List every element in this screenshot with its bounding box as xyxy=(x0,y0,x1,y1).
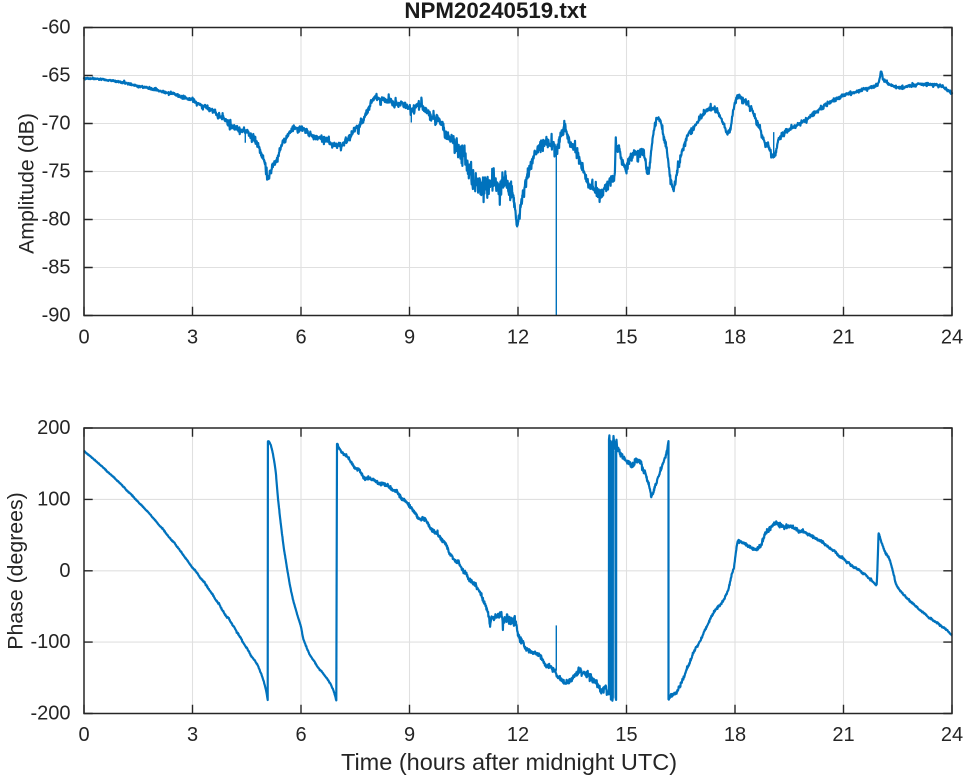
svg-text:-200: -200 xyxy=(30,703,70,725)
svg-text:18: 18 xyxy=(724,724,746,746)
svg-text:21: 21 xyxy=(832,327,854,349)
svg-text:12: 12 xyxy=(507,724,529,746)
svg-text:100: 100 xyxy=(37,488,70,510)
svg-text:6: 6 xyxy=(295,724,306,746)
svg-text:NPM20240519.txt: NPM20240519.txt xyxy=(404,0,587,23)
svg-text:3: 3 xyxy=(187,724,198,746)
svg-text:15: 15 xyxy=(615,327,637,349)
svg-text:Time (hours after midnight UTC: Time (hours after midnight UTC) xyxy=(341,749,677,775)
svg-text:Phase (degrees): Phase (degrees) xyxy=(4,492,28,649)
svg-text:9: 9 xyxy=(404,327,415,349)
svg-text:-75: -75 xyxy=(42,161,71,183)
svg-text:0: 0 xyxy=(78,724,89,746)
svg-text:-70: -70 xyxy=(42,113,71,135)
svg-text:-90: -90 xyxy=(42,305,71,327)
svg-text:24: 24 xyxy=(941,327,963,349)
svg-text:6: 6 xyxy=(295,327,306,349)
svg-text:-65: -65 xyxy=(42,65,71,87)
svg-text:3: 3 xyxy=(187,327,198,349)
svg-text:-100: -100 xyxy=(30,631,70,653)
svg-text:21: 21 xyxy=(832,724,854,746)
svg-text:0: 0 xyxy=(59,560,70,582)
svg-text:0: 0 xyxy=(78,327,89,349)
svg-text:-85: -85 xyxy=(42,257,71,279)
svg-text:200: 200 xyxy=(37,417,70,439)
svg-text:12: 12 xyxy=(507,327,529,349)
svg-text:-80: -80 xyxy=(42,209,71,231)
svg-text:24: 24 xyxy=(941,724,963,746)
svg-text:15: 15 xyxy=(615,724,637,746)
svg-text:Amplitude (dB): Amplitude (dB) xyxy=(15,113,39,254)
svg-text:-60: -60 xyxy=(42,17,71,39)
svg-text:18: 18 xyxy=(724,327,746,349)
svg-text:9: 9 xyxy=(404,724,415,746)
